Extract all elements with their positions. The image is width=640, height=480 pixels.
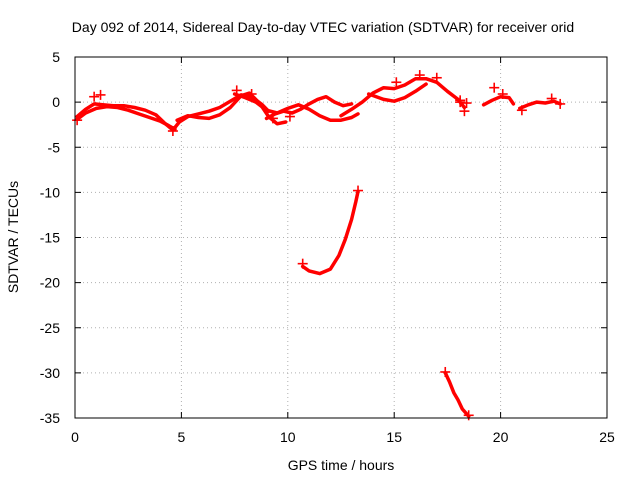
data-point-marker [167, 126, 178, 137]
data-point-marker [95, 89, 106, 100]
plot-frame [74, 56, 608, 419]
x-tick-label: 5 [178, 429, 186, 445]
y-tick-label: -30 [40, 365, 60, 381]
y-tick-label: 0 [52, 94, 60, 110]
data-point-marker [89, 91, 100, 102]
series-arc-6 [339, 76, 467, 118]
x-axis-label: GPS time / hours [288, 457, 395, 473]
data-point-marker [267, 113, 278, 124]
y-tick-label: 5 [52, 49, 60, 65]
data-point-marker [489, 82, 500, 93]
y-tick-label: -5 [48, 139, 61, 155]
ticks: 0 5 10 15 20 25 5 0 -5 -10 -15 -20 -25 -30 -35 [40, 49, 615, 445]
data-point-marker [231, 85, 242, 96]
data-point-marker [353, 185, 364, 196]
data-point-marker [246, 89, 257, 100]
series-arc-3 [175, 91, 288, 126]
series-arc-7 [366, 82, 428, 103]
chart-title: Day 092 of 2014, Sidereal Day-to-day VTE… [72, 19, 574, 35]
series-arc-10 [481, 94, 516, 107]
y-tick-label: -25 [40, 320, 60, 336]
data-point-marker [516, 105, 527, 116]
data-point-marker [463, 410, 474, 421]
x-tick-label: 0 [71, 429, 79, 445]
series-group [72, 70, 566, 421]
data-point-marker [546, 93, 557, 104]
data-point-marker [455, 95, 466, 106]
data-point-marker [497, 89, 508, 100]
series-arc-8 [300, 189, 360, 276]
x-tick-label: 10 [280, 429, 296, 445]
data-point-marker [391, 77, 402, 88]
series-arc-4 [232, 92, 360, 122]
data-point-marker [297, 258, 308, 269]
data-point-marker [284, 111, 295, 122]
data-point-marker [461, 98, 472, 109]
x-tick-label: 20 [493, 429, 509, 445]
series-arc-5 [264, 94, 354, 121]
y-tick-label: -10 [40, 184, 60, 200]
data-point-marker [555, 98, 566, 109]
data-point-marker [72, 115, 83, 126]
series-arc-1 [75, 93, 271, 132]
y-axis-label: SDTVAR / TECUs [5, 181, 21, 293]
data-point-marker [431, 72, 442, 83]
data-point-marker [459, 106, 470, 117]
y-tick-label: -35 [40, 410, 60, 426]
series-arc-2 [75, 104, 177, 131]
y-tick-label: -20 [40, 275, 60, 291]
series-arc-9 [443, 371, 471, 418]
grid [75, 57, 607, 418]
data-point-marker [414, 70, 425, 81]
x-tick-label: 25 [599, 429, 615, 445]
x-tick-label: 15 [386, 429, 402, 445]
data-point-marker [440, 366, 451, 377]
y-tick-label: -15 [40, 230, 60, 246]
series-arc-11 [518, 99, 562, 111]
